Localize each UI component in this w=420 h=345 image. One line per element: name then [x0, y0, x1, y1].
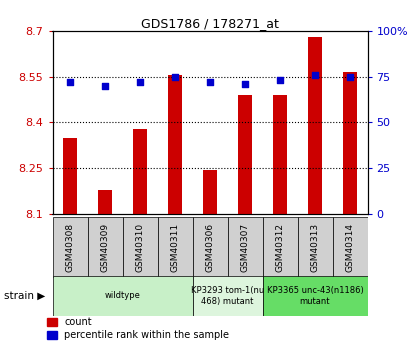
Bar [297, 217, 333, 278]
Bar [133, 129, 147, 214]
Bar [262, 217, 297, 278]
Point [312, 72, 318, 78]
Text: GSM40309: GSM40309 [100, 223, 110, 272]
Bar [333, 217, 368, 278]
Text: GSM40313: GSM40313 [310, 223, 320, 272]
Point [207, 79, 213, 85]
Text: GSM40311: GSM40311 [171, 223, 179, 272]
Bar [52, 217, 87, 278]
Point [241, 81, 248, 87]
Point [67, 79, 74, 85]
Text: GSM40306: GSM40306 [205, 223, 215, 272]
Bar [168, 75, 182, 214]
Bar [52, 276, 192, 316]
Bar [87, 217, 123, 278]
Text: GSM40310: GSM40310 [136, 223, 144, 272]
Text: GSM40308: GSM40308 [66, 223, 74, 272]
Bar [98, 189, 112, 214]
Legend: count, percentile rank within the sample: count, percentile rank within the sample [47, 317, 229, 340]
Text: KP3365 unc-43(n1186)
mutant: KP3365 unc-43(n1186) mutant [267, 286, 363, 306]
Bar [238, 95, 252, 214]
Text: GSM40314: GSM40314 [346, 223, 354, 272]
Point [136, 79, 143, 85]
Text: strain ▶: strain ▶ [4, 291, 45, 301]
Bar [192, 217, 228, 278]
Bar [343, 72, 357, 214]
Bar [228, 217, 262, 278]
Bar [63, 138, 77, 214]
Point [172, 74, 178, 80]
Bar [203, 170, 217, 214]
Point [102, 83, 108, 89]
Bar [273, 95, 287, 214]
Text: wildtype: wildtype [105, 291, 140, 300]
Bar [192, 276, 262, 316]
Text: GSM40312: GSM40312 [276, 223, 284, 272]
Bar [158, 217, 192, 278]
Text: KP3293 tom-1(nu
468) mutant: KP3293 tom-1(nu 468) mutant [191, 286, 264, 306]
Bar [262, 276, 368, 316]
Bar [308, 37, 322, 214]
Point [346, 74, 353, 80]
Bar [123, 217, 158, 278]
Text: GSM40307: GSM40307 [241, 223, 249, 272]
Point [277, 78, 284, 83]
Text: GDS1786 / 178271_at: GDS1786 / 178271_at [141, 17, 279, 30]
